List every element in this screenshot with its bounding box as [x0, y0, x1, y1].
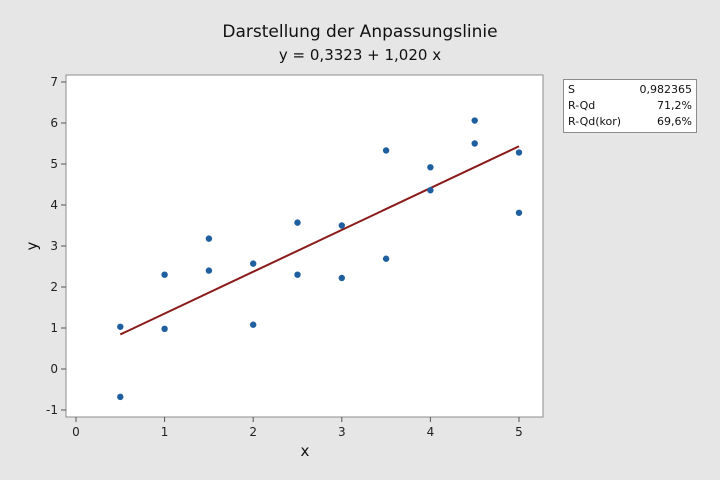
- y-tick-label: 5: [50, 157, 58, 171]
- data-point: [250, 321, 257, 328]
- stats-label-r-qd: R-Qd: [568, 99, 596, 112]
- data-point: [427, 187, 434, 194]
- data-point: [117, 393, 124, 401]
- data-point: [515, 149, 523, 156]
- y-axis-label: y: [23, 241, 41, 250]
- data-point: [205, 235, 213, 242]
- data-point: [515, 209, 523, 216]
- x-axis-label: x: [301, 442, 310, 460]
- chart-title: Darstellung der Anpassungslinie: [222, 22, 498, 42]
- x-tick-label: 2: [249, 425, 257, 439]
- stats-label-r-qd-kor: R-Qd(kor): [568, 115, 622, 128]
- data-point: [427, 164, 434, 171]
- stats-value-s: 0,982365: [639, 83, 693, 96]
- stats-value-r-qd: 71,2%: [657, 99, 692, 112]
- x-tick-label: 1: [161, 425, 169, 439]
- data-point: [161, 325, 168, 333]
- data-point: [471, 117, 478, 124]
- data-point: [294, 219, 301, 226]
- y-tick-label: 6: [50, 116, 58, 130]
- x-tick-label: 0: [72, 425, 80, 439]
- x-tick-label: 5: [515, 425, 523, 439]
- stats-box: S 0,982365 R-Qd 71,2% R-Qd(kor) 69,6%: [563, 79, 697, 133]
- x-tick-label: 3: [338, 425, 346, 439]
- chart-subtitle: y = 0,3323 + 1,020 x: [278, 46, 442, 64]
- y-tick-label: 7: [50, 75, 58, 89]
- regression-line: [119, 145, 520, 336]
- data-point: [161, 271, 168, 278]
- y-tick-label: 3: [50, 239, 58, 253]
- stats-row-r-qd: R-Qd 71,2%: [568, 98, 692, 114]
- stats-row-r-qd-kor: R-Qd(kor) 69,6%: [568, 114, 692, 130]
- y-tick-label: 4: [50, 198, 58, 212]
- y-tick-label: -1: [46, 403, 58, 417]
- data-point: [382, 147, 390, 154]
- data-point: [338, 274, 345, 282]
- data-point: [294, 271, 301, 278]
- data-point: [382, 255, 390, 262]
- data-point: [205, 267, 213, 274]
- y-tick-label: 2: [50, 280, 58, 294]
- y-tick-label: 0: [50, 362, 58, 376]
- stats-row-s: S 0,982365: [568, 82, 692, 98]
- stats-value-r-qd-kor: 69,6%: [657, 115, 692, 128]
- x-tick-label: 4: [427, 425, 435, 439]
- stats-label-s: S: [568, 83, 575, 96]
- data-point: [471, 140, 478, 147]
- plot-area: [65, 74, 544, 418]
- y-tick-label: 1: [50, 321, 58, 335]
- data-point: [338, 222, 345, 229]
- data-point: [250, 260, 257, 267]
- data-point: [117, 323, 124, 330]
